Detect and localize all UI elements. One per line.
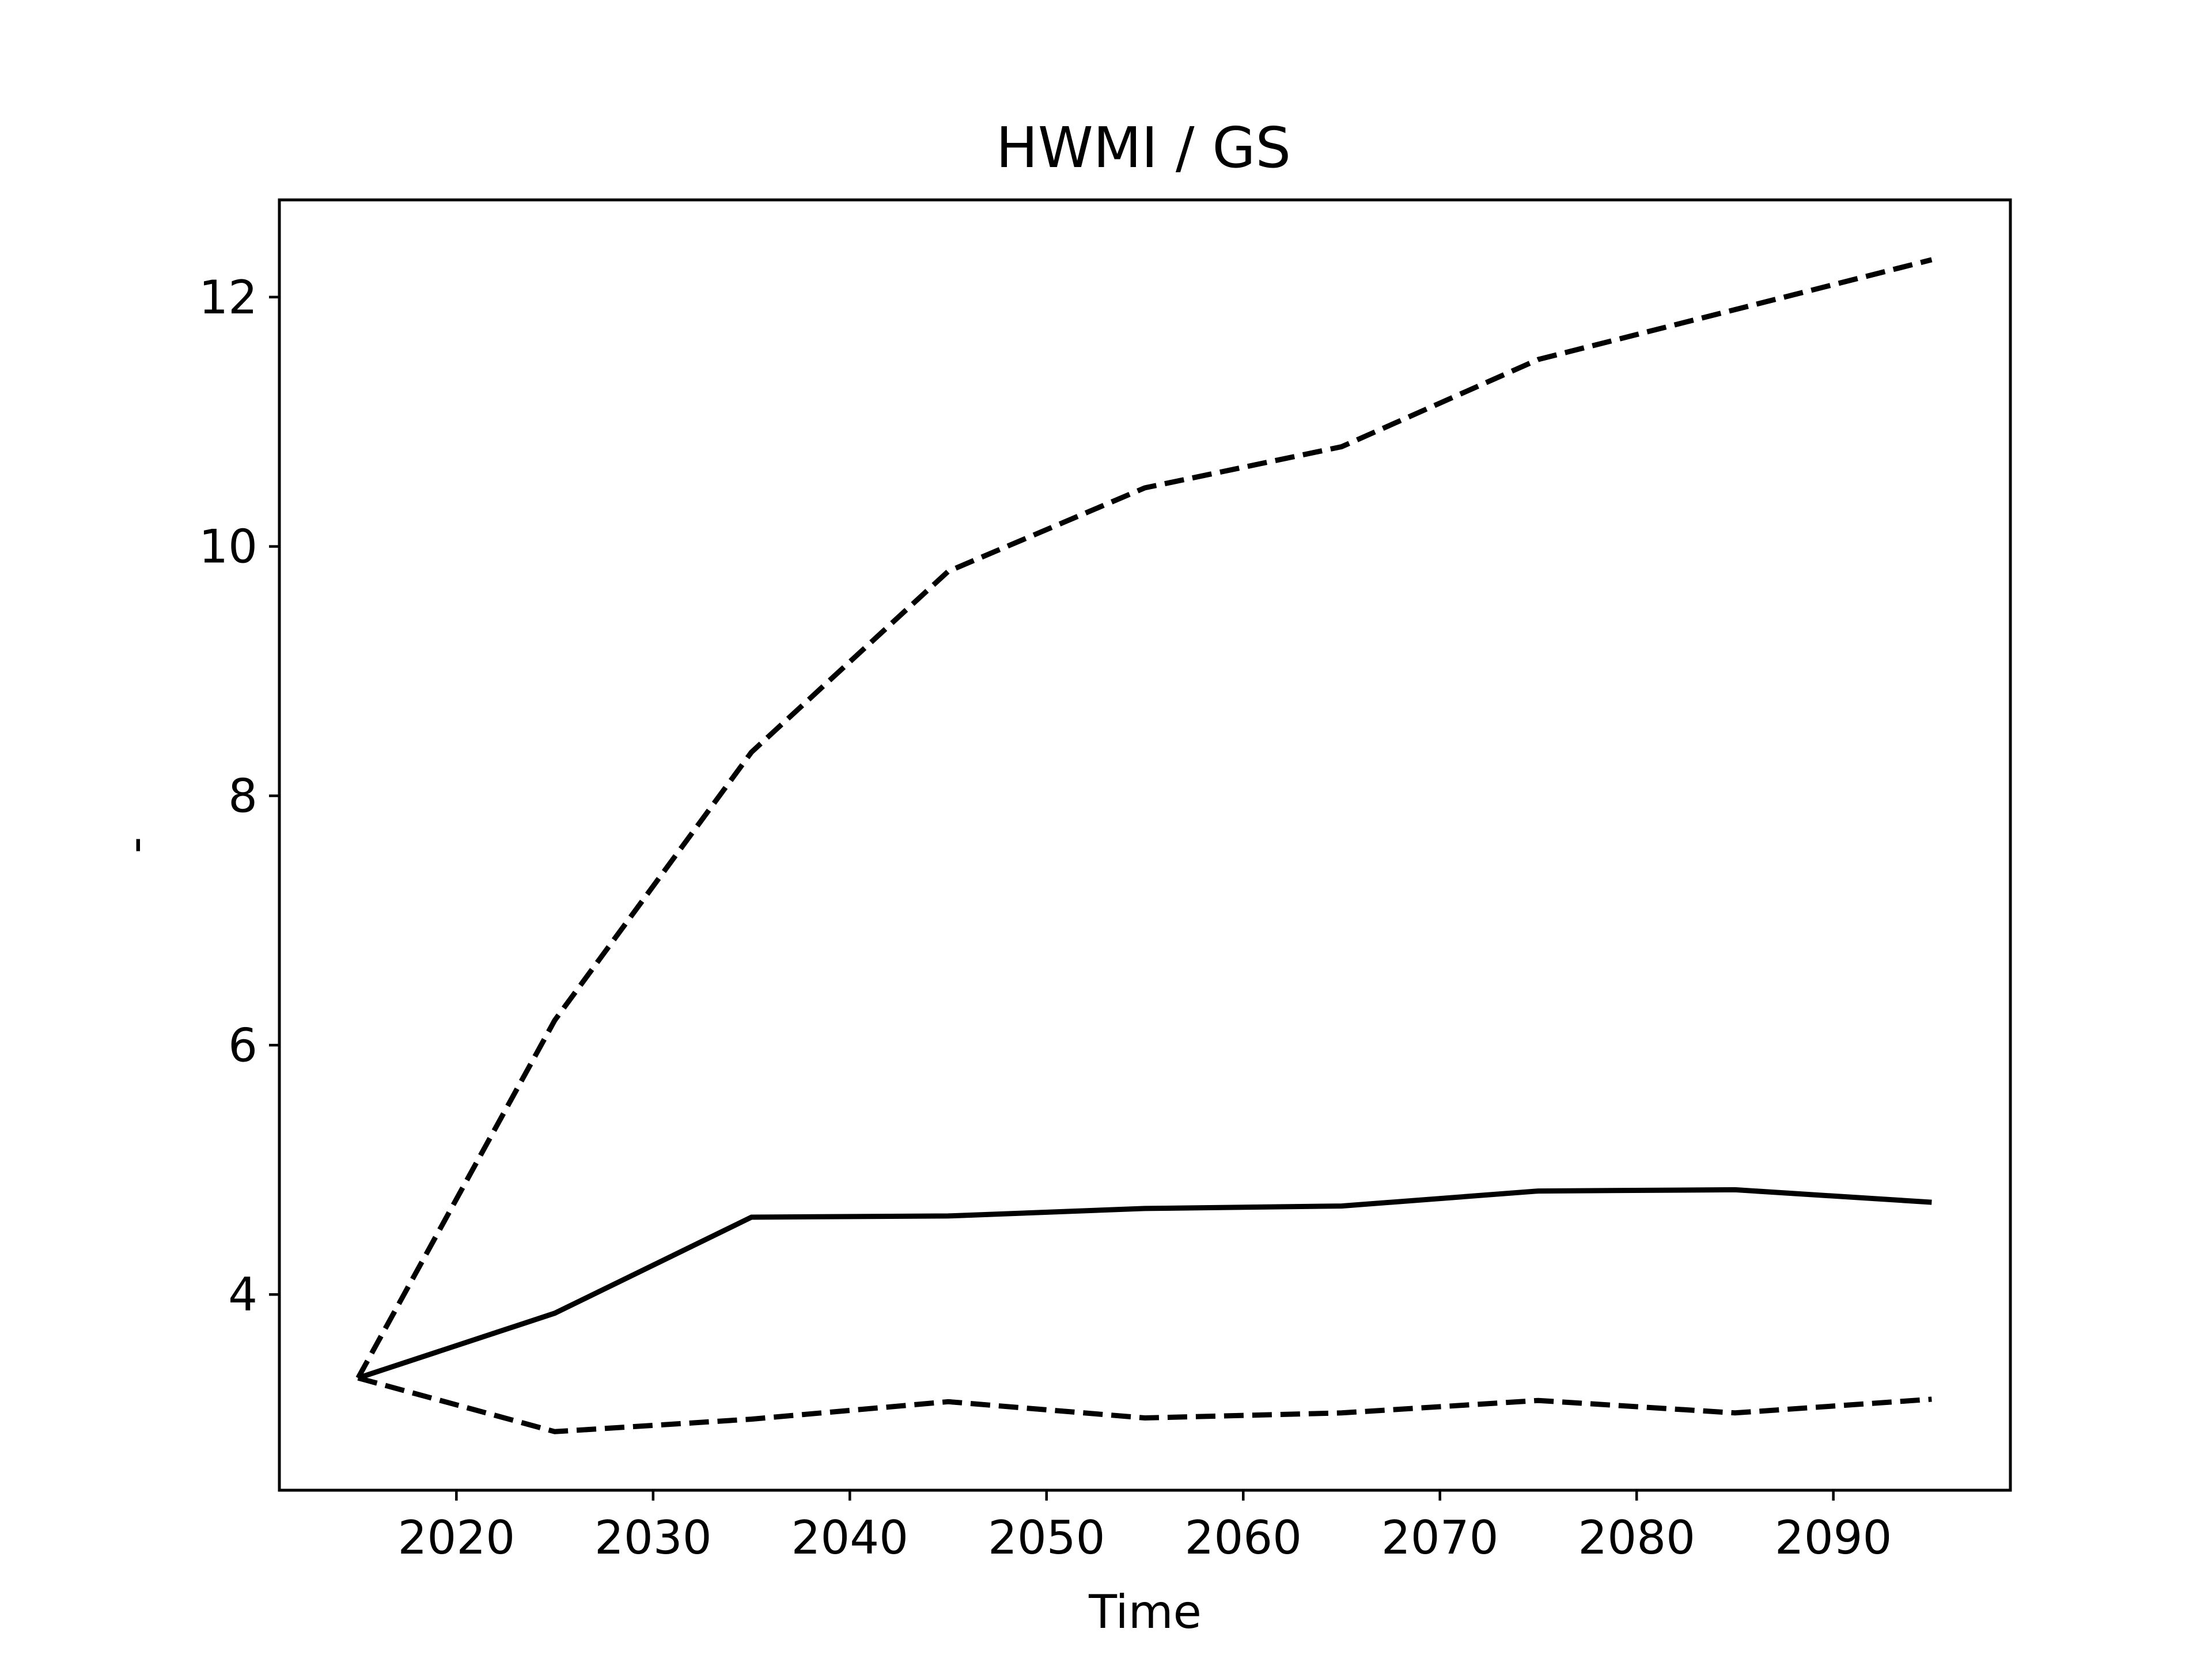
x-tick-label: 2070 — [1381, 1511, 1499, 1565]
x-axis-ticks: 2020 2030 2040 2050 2060 2070 2080 2090 — [398, 1490, 1892, 1565]
y-axis-ticks: 4 6 8 10 12 — [199, 271, 279, 1321]
x-tick-label: 2050 — [988, 1511, 1105, 1565]
y-tick-label: 4 — [228, 1268, 257, 1321]
x-tick-label: 2080 — [1578, 1511, 1695, 1565]
series-line-2 — [357, 1187, 1932, 1381]
x-axis-label: Time — [1088, 1585, 1202, 1639]
chart-title: HWMI / GS — [996, 115, 1291, 180]
series-line-1 — [355, 257, 1933, 1380]
y-tick-label: 6 — [228, 1018, 257, 1072]
series-line-3 — [357, 1375, 1932, 1434]
y-tick-label: 12 — [199, 271, 257, 324]
x-tick-label: 2020 — [398, 1511, 516, 1565]
y-tick-label: 8 — [228, 770, 257, 823]
x-tick-label: 2060 — [1184, 1511, 1302, 1565]
series-layer — [355, 257, 1933, 1434]
y-axis-label: - — [108, 837, 162, 854]
x-tick-label: 2030 — [594, 1511, 712, 1565]
x-tick-label: 2040 — [791, 1511, 908, 1565]
y-tick-label: 10 — [199, 520, 257, 574]
plot-area-frame — [278, 198, 2012, 1492]
x-tick-label: 2090 — [1775, 1511, 1892, 1565]
